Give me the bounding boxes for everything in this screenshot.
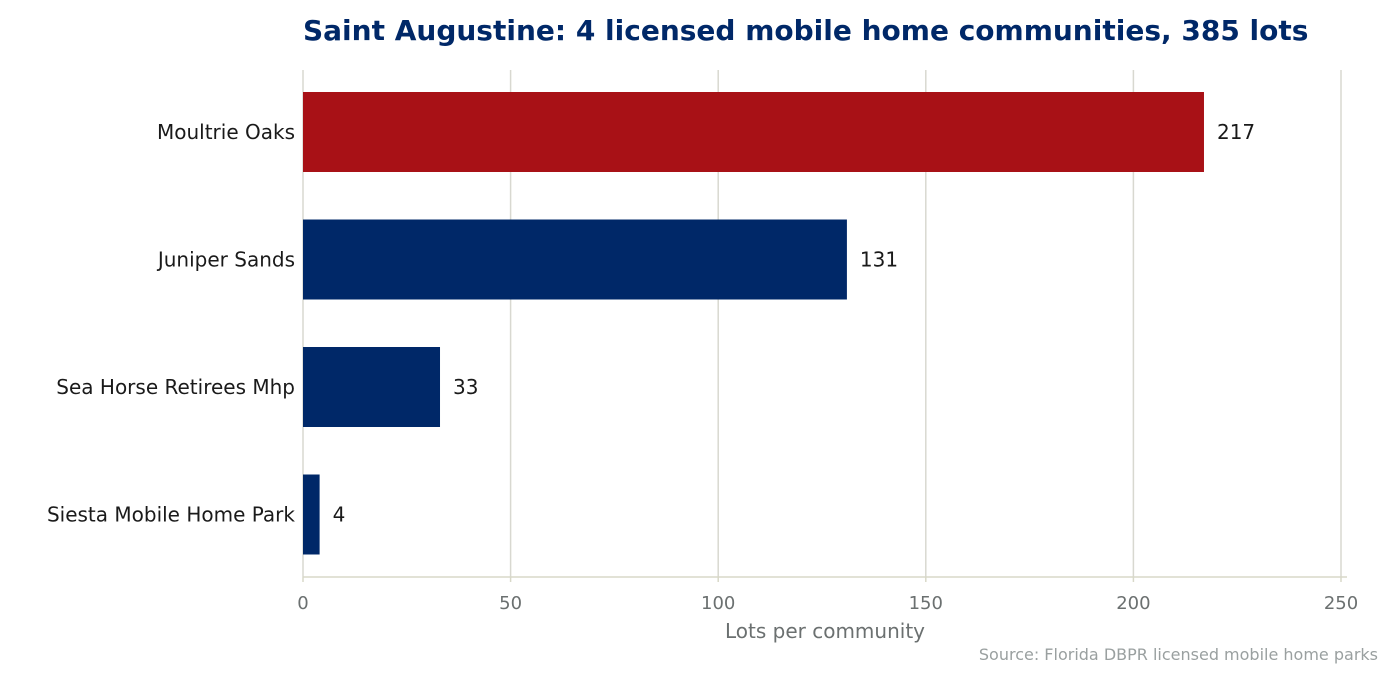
x-tick-label-2: 100 — [701, 593, 735, 614]
value-label-0: 217 — [1217, 120, 1255, 144]
value-label-2: 33 — [453, 375, 478, 399]
x-tick-label-3: 150 — [909, 593, 943, 614]
label-layer: Moultrie Oaks 217 Juniper Sands 131 Sea Hors… — [47, 120, 1255, 527]
bar-1 — [303, 219, 847, 300]
x-tick-label-1: 50 — [499, 593, 522, 614]
x-axis-title: Lots per community — [725, 619, 925, 643]
category-label-2: Sea Horse Retirees Mhp — [56, 375, 295, 399]
chart-title: Saint Augustine: 4 licensed mobile home … — [303, 14, 1308, 47]
bar-3 — [303, 474, 320, 555]
bar-0 — [303, 92, 1204, 172]
category-label-0: Moultrie Oaks — [157, 120, 295, 144]
x-tick-layer: 0 50 100 150 200 250 — [297, 577, 1358, 614]
category-label-1: Juniper Sands — [156, 248, 295, 272]
x-tick-label-5: 250 — [1324, 593, 1358, 614]
x-tick-label-4: 200 — [1116, 593, 1150, 614]
bar-layer — [303, 92, 1204, 555]
x-tick-label-0: 0 — [297, 593, 308, 614]
source-note: Source: Florida DBPR licensed mobile hom… — [979, 645, 1378, 664]
value-label-1: 131 — [860, 248, 898, 272]
category-label-3: Siesta Mobile Home Park — [47, 503, 295, 527]
bar-2 — [303, 347, 441, 427]
value-label-3: 4 — [333, 503, 346, 527]
